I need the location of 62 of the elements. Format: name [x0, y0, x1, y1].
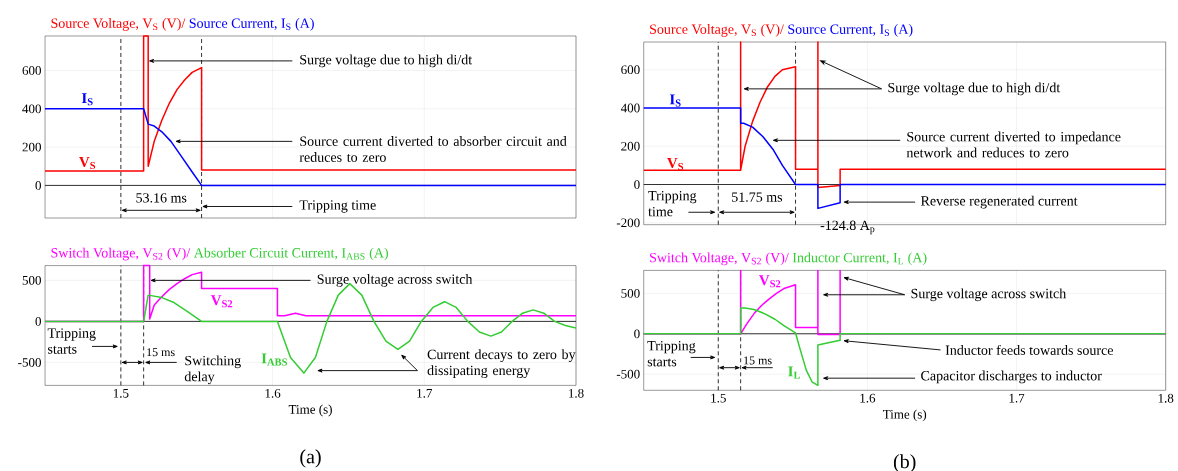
- annotation: 53.16 ms: [136, 193, 187, 203]
- annotation: Source current diverted to impedance network and reduces to zero: [906, 131, 1121, 158]
- chart-title: Switch Voltage, V$_{S2}$ (V)/: [650, 252, 789, 266]
- y-tick-label: 0: [634, 329, 640, 339]
- y-tick-label: 200: [621, 141, 640, 151]
- x-tick-label: 1.5: [113, 388, 129, 398]
- annotation: Surge voltage across switch: [317, 273, 473, 287]
- x-tick-label: 1.8: [1158, 393, 1174, 403]
- x-tick-label: 1.6: [860, 393, 876, 403]
- series-label: I$_{ABS}$: [261, 353, 287, 366]
- series-label: V$_{S2}$: [210, 295, 233, 308]
- chart-subtitle: Source Current, I$_{S}$ (A): [788, 24, 913, 37]
- y-tick-label: 500: [22, 275, 41, 285]
- y-tick-label: 600: [621, 65, 640, 75]
- series-label: V$_{S}$: [667, 158, 684, 171]
- annotation: 15 ms: [744, 356, 772, 365]
- annotation: 51.75 ms: [732, 192, 783, 202]
- y-tick-label: -500: [18, 358, 41, 367]
- annotation: Tripping time: [299, 200, 376, 213]
- y-tick-label: 400: [620, 103, 640, 113]
- chart-title: Source Voltage, V$_{S}$ (V)/: [650, 24, 784, 37]
- annotation: Surge voltage across switch: [911, 288, 1067, 302]
- y-tick-label: 400: [22, 104, 41, 114]
- x-tick-label: 1.6: [265, 388, 281, 398]
- y-tick-label: -500: [616, 369, 640, 379]
- annotation: Source current diverted to absorber circuit and reduces to zero: [299, 136, 567, 162]
- x-tick-label: 1.7: [1009, 393, 1025, 403]
- y-tick-label: 200: [22, 142, 41, 152]
- x-tick-label: 1.5: [711, 393, 726, 403]
- y-tick-label: 0: [35, 181, 41, 190]
- annotation: 15 ms: [147, 348, 175, 357]
- annotation: Surge voltage due to high di/dt: [888, 82, 1061, 96]
- y-tick-label: 0: [634, 180, 640, 189]
- series-label: I$_{L}$: [788, 366, 801, 379]
- annotation: Current decays to zero by dissipating energy: [427, 349, 576, 379]
- y-tick-label: 500: [621, 289, 640, 298]
- chart-title: Switch Voltage, V$_{S2}$ (V)/: [51, 247, 191, 261]
- x-axis-title: Time (s): [882, 409, 927, 422]
- text: (a): [300, 449, 321, 468]
- chart-title: Source Voltage, V$_{S}$ (V)/: [51, 18, 186, 31]
- chart-subtitle: Absorber Circuit Current, I$_{ABS}$ (A): [193, 247, 388, 261]
- series-label: I$_{S}$: [669, 94, 681, 107]
- annotation: Switching delay: [184, 355, 241, 385]
- chart-subtitle: Inductor Current, I$_{L}$ (A): [792, 252, 927, 266]
- y-tick-label: 0: [35, 317, 41, 326]
- annotation: Reverse regenerated current: [920, 195, 1078, 209]
- annotation: Inductor feeds towards source: [945, 344, 1114, 355]
- chart-subtitle: Source Current, I$_{S}$ (A): [189, 18, 314, 31]
- annotation: -124.8 A$_{p}$: [820, 220, 875, 235]
- series-label: V$_{S}$: [79, 156, 96, 170]
- annotation: Capacitor discharges to inductor: [921, 370, 1102, 384]
- series-label: V$_{S2}$: [758, 275, 781, 288]
- x-axis-title: Time (s): [288, 404, 332, 417]
- annotation: Tripping time: [648, 190, 697, 217]
- x-tick-label: 1.8: [569, 388, 584, 398]
- x-tick-label: 1.7: [417, 388, 433, 398]
- y-tick-label: 600: [22, 66, 41, 75]
- y-tick-label: -200: [616, 218, 640, 228]
- series-label: I$_{S}$: [81, 93, 93, 106]
- annotation: Tripping starts: [47, 328, 96, 354]
- annotation: Surge voltage due to high di/dt: [300, 54, 473, 68]
- annotation: Tripping starts: [647, 341, 696, 367]
